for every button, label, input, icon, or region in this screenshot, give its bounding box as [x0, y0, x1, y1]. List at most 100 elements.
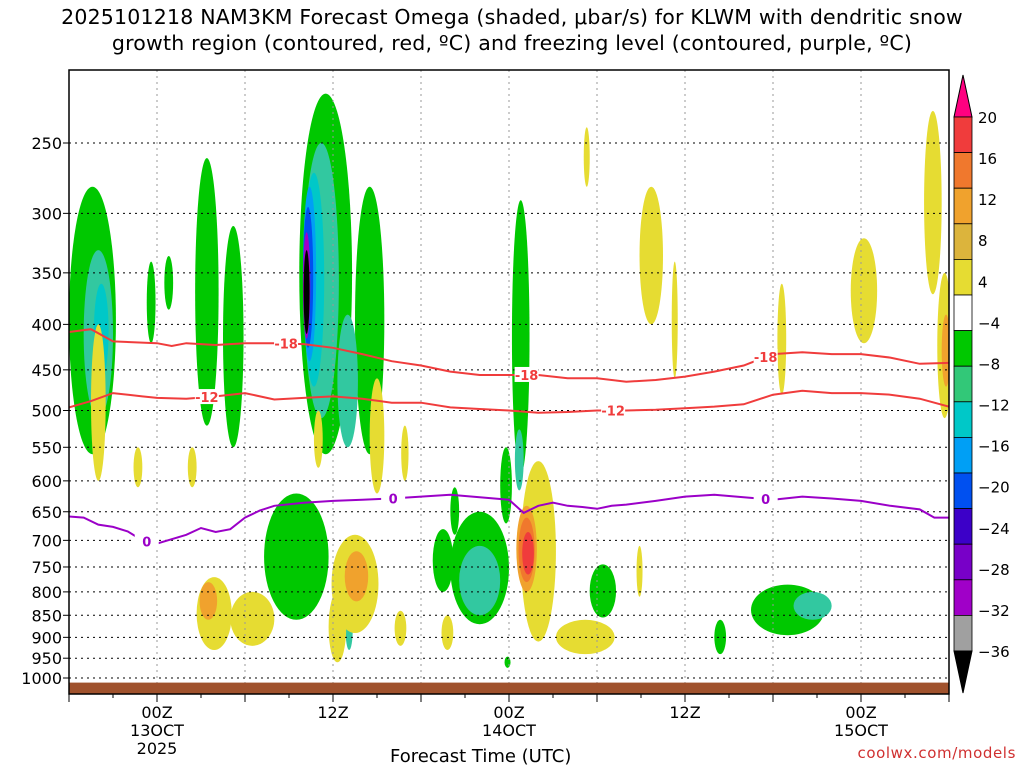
colorbar-label-10: −24	[978, 520, 1010, 538]
contour-label-bg-1-0	[194, 389, 219, 405]
contour-label-bg-2-2	[753, 491, 778, 507]
omega-shade-28	[714, 619, 727, 655]
colorbar-label-7: −12	[978, 397, 1010, 415]
contour-label-0-1: -18	[515, 369, 539, 384]
y-tick-label-250: 250	[31, 134, 62, 153]
y-tick-label-650: 650	[31, 503, 62, 522]
colorbar-swatch-1	[953, 116, 973, 153]
colorbar-label-3: 8	[978, 232, 988, 250]
omega-shade-40	[344, 551, 369, 602]
contour-label-2-2: 0	[761, 493, 770, 508]
omega-shade-30	[91, 324, 106, 481]
chart-title-line-1: 2025101218 NAM3KM Forecast Omega (shaded…	[61, 5, 963, 29]
colorbar-swatch-13	[953, 543, 973, 581]
colorbar-swatch-10	[953, 436, 973, 474]
colorbar-label-8: −16	[978, 438, 1010, 456]
omega-shade-56	[583, 127, 590, 187]
omega-shade-47	[522, 531, 534, 575]
contour-label-bg-1-1	[601, 402, 626, 418]
contour-label-0-2: -18	[754, 351, 778, 366]
x-tick-label-0-2: 2025	[137, 739, 178, 758]
colorbar-swatch-7	[953, 330, 973, 367]
contour-label-bg-0-2	[753, 348, 778, 364]
colorbar-swatch-9	[953, 401, 973, 438]
contour-lines: -18 -18 -18 -12 -12 0 0 0	[69, 328, 949, 550]
x-tick-label-4-0: 00Z	[845, 703, 876, 722]
x-axis-label: Forecast Time (UTC)	[390, 746, 572, 767]
y-tick-label-300: 300	[31, 204, 62, 223]
omega-shade-6	[223, 226, 244, 448]
chart-title: 2025101218 NAM3KM Forecast Omega (shaded…	[0, 4, 1024, 56]
omega-shade-44	[520, 461, 556, 642]
omega-shade-37	[199, 582, 218, 620]
omega-shade-53	[924, 110, 942, 295]
y-tick-label-900: 900	[31, 628, 62, 647]
colorbar-swatch-15	[953, 615, 973, 652]
omega-shade-18	[450, 487, 460, 535]
colorbar-swatch-2	[953, 152, 973, 189]
colorbar-swatch-12	[953, 508, 973, 545]
omega-shade-13	[303, 250, 310, 334]
omega-shade-34	[369, 378, 385, 494]
contour-label-bg-0-1	[514, 366, 539, 382]
omega-shade-21	[459, 545, 501, 616]
y-tick-label-600: 600	[31, 472, 62, 491]
y-axis-ticks: 250 300 350 400 450 500 550 600 650 700 750 800 850 9…	[21, 134, 69, 688]
omega-shade-43	[441, 615, 454, 650]
colorbar-swatch-6	[953, 294, 973, 331]
colorbar-label-2: 12	[978, 191, 997, 209]
omega-shade-32	[187, 447, 197, 488]
y-tick-label-350: 350	[31, 264, 62, 283]
y-tick-label-400: 400	[31, 315, 62, 334]
omega-shade-19	[432, 529, 454, 592]
colorbar-label-1: 16	[978, 150, 997, 168]
omega-shade-33	[313, 410, 323, 468]
colorbar-label-5: −4	[978, 314, 1000, 332]
omega-shade-5	[195, 158, 219, 426]
y-tick-label-1000: 1000	[21, 669, 62, 688]
contour-label-2-0: 0	[142, 535, 151, 550]
omega-shade-22	[511, 200, 530, 475]
y-tick-label-950: 950	[31, 649, 62, 668]
omega-shade-27	[793, 591, 832, 620]
colorbar-swatch-5	[953, 258, 973, 296]
contour-label-1-1: -12	[601, 405, 625, 420]
y-tick-label-700: 700	[31, 531, 62, 550]
omega-shade-35	[401, 425, 409, 481]
x-tick-label-0-0: 00Z	[141, 703, 172, 722]
colorbar-label-0: 20	[978, 109, 997, 127]
omega-shading	[69, 93, 949, 668]
omega-shade-49	[639, 186, 663, 325]
omega-shade-25	[589, 564, 617, 618]
omega-shade-38	[230, 591, 275, 646]
x-tick-label-1-0: 12Z	[317, 703, 348, 722]
colorbar-label-11: −28	[978, 561, 1010, 579]
y-tick-label-800: 800	[31, 583, 62, 602]
contour-line-0	[69, 328, 949, 383]
credit-text: coolwx.com/models	[857, 744, 1016, 762]
contour-label-0-0: -18	[274, 338, 298, 353]
x-tick-label-3-0: 12Z	[669, 703, 700, 722]
y-tick-label-500: 500	[31, 402, 62, 421]
omega-shade-50	[671, 261, 678, 379]
omega-shade-57	[636, 545, 643, 597]
y-tick-label-450: 450	[31, 361, 62, 380]
y-tick-label-750: 750	[31, 558, 62, 577]
x-tick-label-0-1: 13OCT	[130, 721, 184, 740]
chart-title-line-2: growth region (contoured, red, ºC) and f…	[111, 31, 913, 55]
surface-ground	[69, 682, 949, 694]
contour-line-1	[69, 389, 949, 414]
omega-shade-51	[777, 283, 787, 395]
colorbar-label-6: −8	[978, 355, 1000, 373]
colorbar-swatch-14	[953, 579, 973, 616]
colorbar-swatch-4	[953, 223, 973, 260]
colorbar-swatch-8	[953, 365, 973, 403]
contour-label-bg-2-0	[134, 533, 159, 549]
contour-label-bg-2-1	[381, 490, 406, 506]
colorbar-swatch-3	[953, 187, 973, 225]
omega-shade-41	[328, 591, 347, 663]
omega-shade-23	[514, 429, 524, 491]
colorbar-label-13: −36	[978, 643, 1010, 661]
